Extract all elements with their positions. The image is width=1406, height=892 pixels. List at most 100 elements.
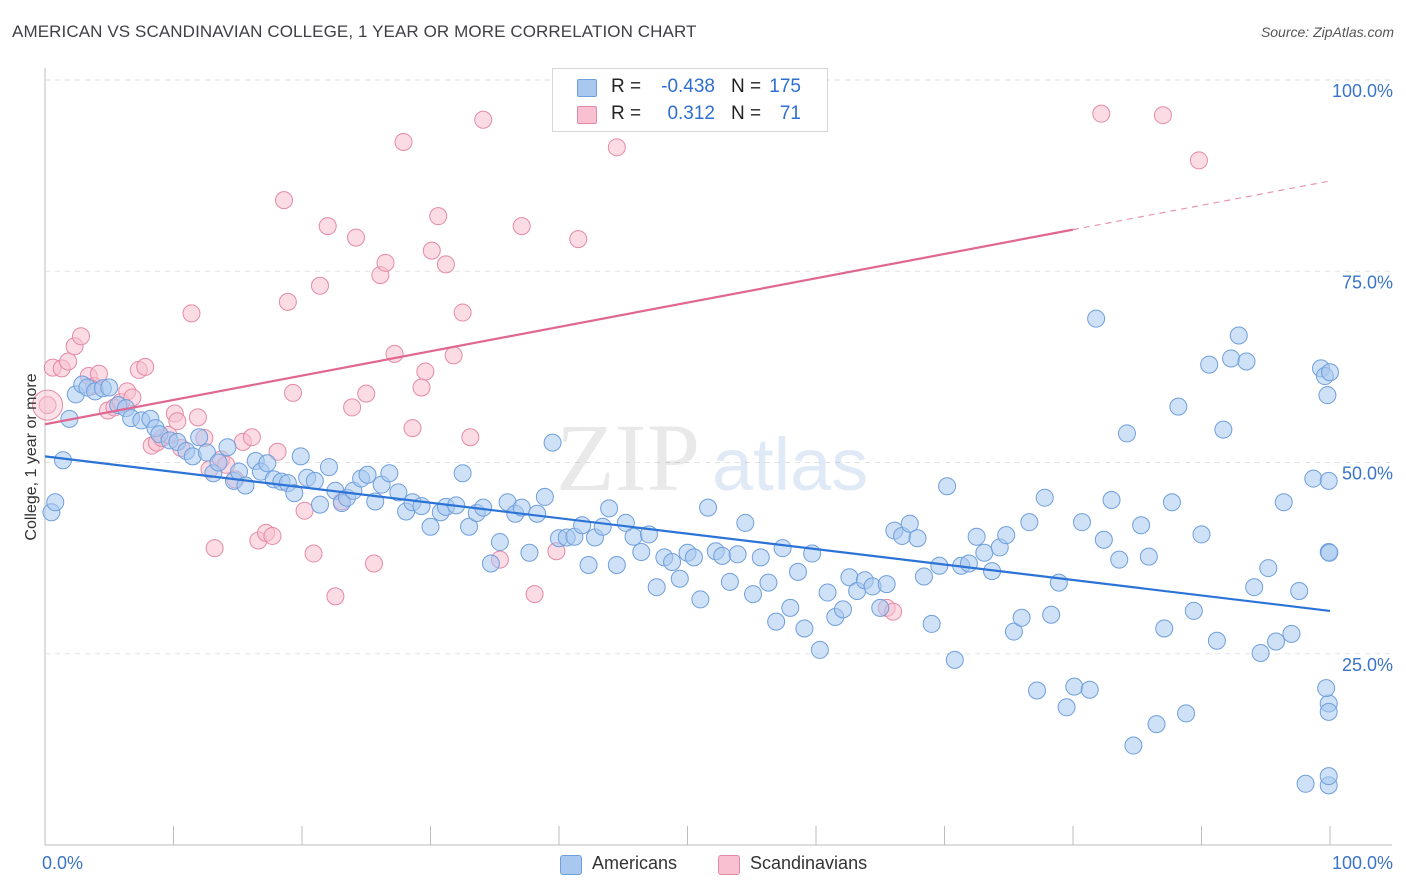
americans-point bbox=[520, 543, 539, 562]
americans-point bbox=[945, 650, 964, 669]
americans-point bbox=[818, 583, 837, 602]
americans-point bbox=[699, 498, 718, 517]
scandinavians-point bbox=[136, 357, 155, 376]
americans-point bbox=[258, 454, 277, 473]
americans-point bbox=[1267, 632, 1286, 651]
x-tick-label: 0.0% bbox=[42, 853, 83, 873]
americans-point bbox=[997, 526, 1016, 545]
scandinavians-point bbox=[1189, 151, 1208, 170]
americans-point bbox=[1319, 702, 1338, 721]
scandinavians-point bbox=[394, 132, 413, 151]
trend-lines bbox=[44, 180, 1331, 613]
americans-point bbox=[959, 554, 978, 573]
americans-point bbox=[914, 567, 933, 586]
n-label: N = bbox=[731, 76, 762, 97]
americans-point bbox=[1028, 681, 1047, 700]
americans-point bbox=[767, 612, 786, 631]
americans-point bbox=[1251, 643, 1270, 662]
legend-swatch-scandinavians bbox=[718, 855, 740, 875]
americans-point bbox=[197, 443, 216, 462]
scandinavians-point bbox=[474, 110, 493, 129]
americans-point bbox=[1319, 767, 1338, 786]
americans-point bbox=[481, 554, 500, 573]
americans-point bbox=[1177, 704, 1196, 723]
americans-point bbox=[1296, 774, 1315, 793]
scandinavians-point bbox=[1092, 104, 1111, 123]
americans-point bbox=[967, 527, 986, 546]
americans-point bbox=[1042, 605, 1061, 624]
scandinavians-point bbox=[275, 191, 294, 210]
americans-point bbox=[1200, 355, 1219, 374]
americans-point bbox=[789, 562, 808, 581]
scandinavians-point bbox=[416, 362, 435, 381]
americans-point bbox=[460, 517, 479, 536]
americans-point bbox=[1102, 490, 1121, 509]
y-axis-label-wrap: College, 1 year or more bbox=[10, 330, 40, 590]
americans-point bbox=[1080, 680, 1099, 699]
watermark: ZIP atlas bbox=[556, 404, 868, 511]
americans-point bbox=[691, 590, 710, 609]
scandinavians-point bbox=[182, 304, 201, 323]
watermark-zip: ZIP bbox=[556, 404, 700, 511]
americans-point bbox=[1207, 631, 1226, 650]
watermark-atlas: atlas bbox=[712, 423, 868, 506]
r-label: R = bbox=[611, 76, 642, 97]
scandinavians-trend-line bbox=[44, 228, 1074, 426]
americans-point bbox=[1318, 386, 1337, 405]
americans-point bbox=[1147, 715, 1166, 734]
americans-point bbox=[930, 556, 949, 575]
americans-point bbox=[1110, 550, 1129, 569]
americans-point bbox=[46, 493, 65, 512]
americans-point bbox=[647, 578, 666, 597]
americans-point bbox=[736, 513, 755, 532]
americans-point bbox=[744, 585, 763, 604]
y-tick-label: 75.0% bbox=[1342, 272, 1393, 292]
legend: Americans Scandinavians bbox=[0, 852, 1406, 878]
americans-point bbox=[728, 545, 747, 564]
scandinavians-point bbox=[263, 526, 282, 545]
americans-point bbox=[310, 495, 329, 514]
stats-swatch-americans bbox=[577, 79, 597, 97]
americans-point bbox=[663, 552, 682, 571]
legend-label-scandinavians: Scandinavians bbox=[750, 853, 868, 873]
americans-point bbox=[1035, 488, 1054, 507]
americans-point bbox=[1320, 543, 1339, 562]
scandinavians-point bbox=[343, 398, 362, 417]
scandinavians-point bbox=[364, 554, 383, 573]
scandinavians-point bbox=[284, 383, 303, 402]
americans-point bbox=[1321, 363, 1339, 382]
y-tick-label: 50.0% bbox=[1342, 464, 1393, 484]
americans-point bbox=[1259, 559, 1278, 578]
legend-swatch-americans bbox=[560, 855, 582, 875]
scandinavians-point bbox=[429, 207, 448, 226]
americans-point bbox=[421, 517, 440, 536]
scandinavians-point bbox=[346, 228, 365, 247]
americans-point bbox=[543, 433, 562, 452]
americans-point bbox=[795, 619, 814, 638]
americans-point bbox=[1057, 698, 1076, 717]
x-tick-labels: 0.0% 100.0% bbox=[42, 853, 1393, 873]
americans-point bbox=[1132, 516, 1151, 535]
gridlines bbox=[45, 79, 1392, 655]
x-tick-label: 100.0% bbox=[1332, 853, 1393, 873]
scandinavians-point bbox=[412, 378, 431, 397]
americans-point bbox=[319, 458, 338, 477]
scandinavians-point bbox=[168, 412, 187, 431]
americans-point bbox=[773, 539, 792, 558]
scandinavians-point bbox=[326, 587, 345, 606]
scandinavians-point bbox=[436, 255, 455, 274]
n-value: 71 bbox=[779, 103, 801, 124]
n-value: 175 bbox=[769, 76, 801, 97]
americans-point bbox=[1124, 736, 1143, 755]
americans-point bbox=[751, 548, 770, 567]
americans-point bbox=[190, 428, 209, 447]
scandinavians-point bbox=[376, 253, 395, 272]
americans-point bbox=[1184, 601, 1203, 620]
americans-point bbox=[1192, 525, 1211, 544]
americans-point bbox=[781, 598, 800, 617]
americans-point bbox=[1245, 578, 1264, 597]
americans-point bbox=[1139, 547, 1158, 566]
americans-point bbox=[1274, 493, 1293, 512]
americans-point bbox=[1012, 608, 1031, 627]
americans-point bbox=[759, 573, 778, 592]
